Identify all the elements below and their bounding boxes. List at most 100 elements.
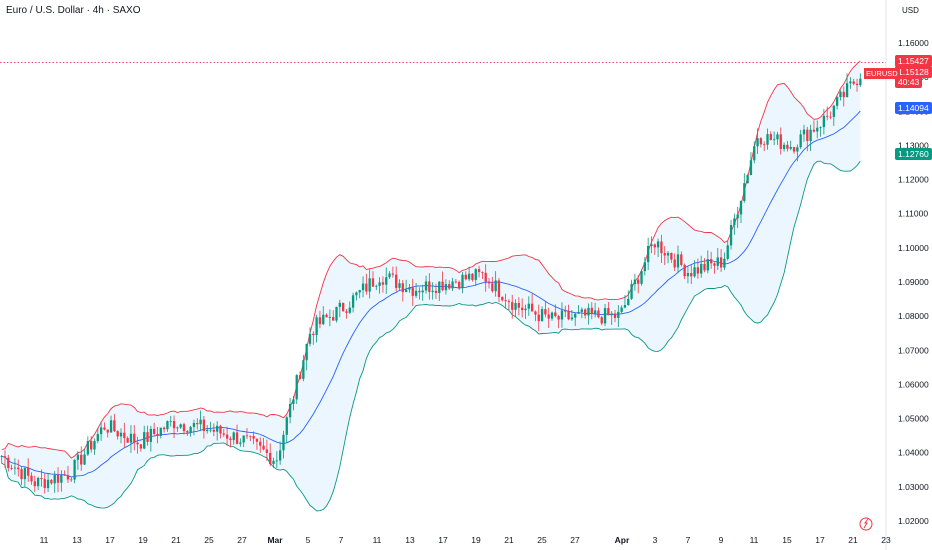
candle-body: [782, 144, 786, 149]
y-tick-label: 1.08000: [898, 311, 929, 321]
candle-body: [315, 317, 318, 336]
candle-body: [401, 283, 404, 293]
candle-body: [547, 314, 550, 319]
candle-body: [295, 375, 298, 400]
candle-body: [186, 431, 189, 433]
candle-body: [76, 454, 80, 460]
candle-body: [763, 144, 766, 146]
lower-band-tag: 1.12760: [895, 148, 932, 160]
candle-body: [285, 417, 288, 435]
candle-body: [149, 428, 153, 442]
candle-body: [116, 431, 119, 437]
chart-title: Euro / U.S. Dollar · 4h · SAXO: [6, 5, 141, 16]
candle-body: [809, 129, 812, 142]
candle-body: [617, 311, 620, 318]
candle-body: [229, 438, 232, 441]
candle-body: [292, 399, 295, 404]
candle-body: [802, 129, 806, 135]
x-tick-label: 25: [537, 535, 547, 545]
candle-body: [537, 314, 540, 322]
candle-body: [414, 290, 418, 296]
candle-body: [242, 435, 245, 443]
candle-body: [215, 425, 219, 432]
candle-body: [278, 450, 282, 461]
y-tick-label: 1.13000: [898, 140, 929, 150]
candle-body: [3, 456, 7, 458]
candle-body: [557, 316, 560, 320]
candle-body: [776, 134, 779, 140]
candle-body: [481, 272, 484, 273]
candle-body: [43, 479, 46, 489]
y-tick-label: 1.10000: [898, 243, 929, 253]
candle-body: [673, 259, 676, 268]
candle-body: [454, 281, 458, 283]
candle-body: [852, 81, 855, 84]
candle-body: [222, 433, 225, 435]
y-tick-label: 1.02000: [898, 516, 929, 526]
candle-body: [365, 283, 368, 292]
candle-body: [749, 160, 753, 176]
candle-body: [335, 306, 338, 321]
candle-body: [560, 310, 564, 320]
candle-body: [819, 127, 822, 128]
x-tick-label: 15: [782, 535, 792, 545]
candle-body: [660, 241, 663, 254]
candle-body: [328, 317, 332, 318]
countdown-tag: 40:43: [895, 76, 923, 88]
candle-body: [113, 420, 116, 432]
candle-body: [729, 225, 733, 246]
x-tick-label: 17: [438, 535, 448, 545]
candle-body: [564, 310, 567, 312]
candle-body: [176, 427, 179, 429]
candle-body: [408, 287, 411, 290]
y-tick-label: 1.16000: [898, 38, 929, 48]
x-tick-label: 21: [848, 535, 858, 545]
candle-body: [56, 474, 60, 483]
candle-body: [656, 241, 660, 248]
x-tick-label: 11: [373, 535, 382, 545]
current-price-tag: 1.15128: [895, 66, 932, 78]
candle-body: [129, 433, 133, 443]
candle-body: [627, 298, 630, 306]
candle-body: [252, 435, 255, 439]
candle-body: [680, 254, 683, 265]
candle-body: [368, 278, 371, 292]
candle-body: [650, 244, 653, 246]
candle-body: [351, 295, 355, 308]
candle-body: [23, 468, 27, 480]
candle-body: [96, 434, 99, 441]
candle-body: [623, 305, 627, 308]
candle-body: [826, 115, 829, 117]
candle-body: [288, 403, 292, 418]
candle-body: [262, 445, 265, 450]
candle-body: [411, 287, 414, 296]
candle-body: [812, 129, 816, 132]
candle-body: [341, 302, 345, 312]
candle-body: [17, 467, 20, 470]
candle-body: [212, 429, 216, 432]
candle-body: [577, 311, 580, 314]
candle-body: [126, 438, 129, 443]
candle-body: [70, 479, 73, 481]
candle-body: [434, 290, 438, 293]
tradingview-logo-icon[interactable]: [859, 517, 873, 531]
y-tick-label: 1.06000: [898, 379, 929, 389]
candle-body: [441, 281, 444, 291]
candle-body: [66, 475, 70, 480]
time-axis[interactable]: 11 13 17 19 21 25 27 Mar 5 7 11 13 17 19 21 25 27 Apr 3 7 9 1…: [40, 535, 891, 545]
candle-body: [20, 469, 23, 480]
candle-body: [567, 311, 570, 320]
candle-body: [73, 459, 76, 480]
candle-body: [461, 274, 464, 289]
candle-body: [272, 460, 275, 464]
candle-body: [574, 313, 577, 318]
candle-body: [172, 420, 176, 429]
candle-body: [232, 432, 235, 441]
candle-body: [534, 311, 537, 315]
candle-body: [192, 422, 196, 427]
candle-body: [83, 454, 86, 465]
candle-body: [666, 252, 670, 256]
x-tick-label: 9: [719, 535, 724, 545]
candle-body: [106, 429, 109, 433]
